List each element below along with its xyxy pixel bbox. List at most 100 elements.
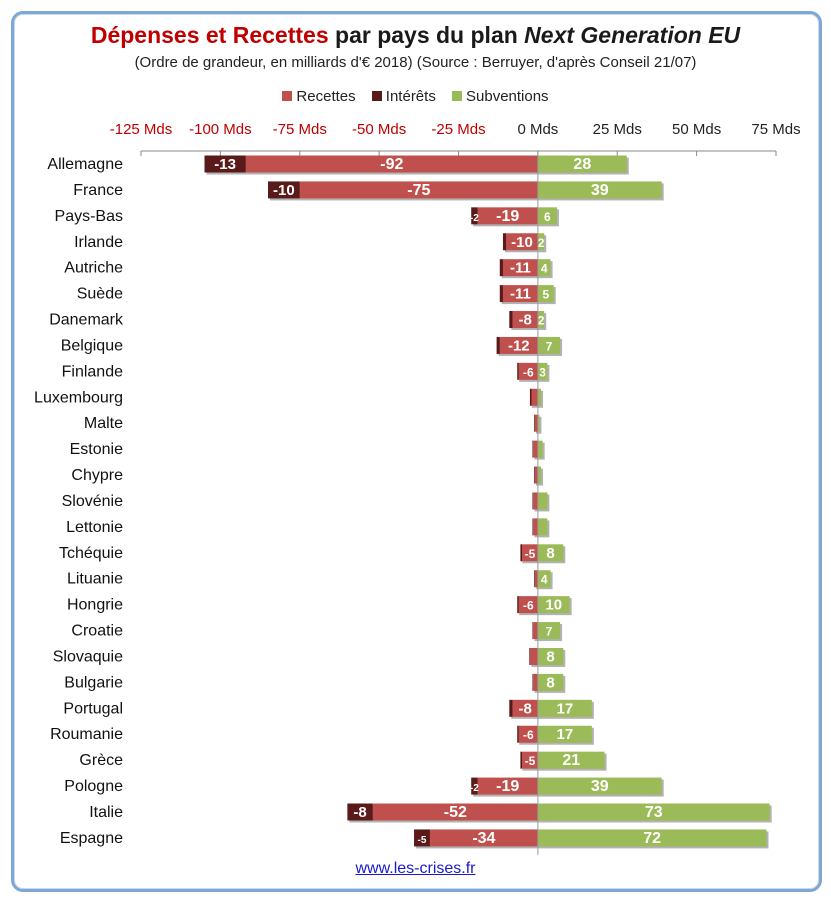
footer-link[interactable]: www.les-crises.fr: [355, 860, 476, 877]
bar-interets: [534, 570, 535, 588]
data-label-interets: -10: [273, 182, 295, 199]
bar-interets: [532, 673, 534, 691]
category-label: Slovaquie: [53, 648, 123, 665]
bar-subventions: [537, 570, 551, 588]
bar-recettes: [533, 492, 538, 510]
bar-recettes: [499, 336, 538, 354]
category-label: Hongrie: [67, 597, 123, 614]
category-label: Tchéquie: [59, 545, 123, 562]
data-label-subventions: 21: [562, 752, 580, 769]
bar-interets: [520, 544, 522, 562]
data-label-recettes: -52: [444, 804, 467, 821]
bar-interets: [534, 414, 535, 432]
bar-subventions: [537, 725, 592, 743]
bar-subventions: [537, 699, 592, 717]
data-label-subventions: 8: [546, 545, 554, 562]
data-label-recettes: -75: [407, 182, 430, 199]
category-label: Chypre: [71, 467, 123, 484]
bar-interets: [509, 699, 513, 717]
bar-subventions: [537, 803, 770, 821]
bar-recettes: [245, 155, 538, 173]
data-label-recettes: -19: [496, 778, 519, 795]
category-label: Autriche: [64, 260, 123, 277]
bar-interets: [496, 336, 500, 354]
legend-swatch-recettes: [282, 91, 293, 101]
data-label-recettes: -5: [525, 547, 536, 561]
legend-label-subventions: Subventions: [466, 88, 549, 105]
title-part-red: Dépenses et Recettes: [90, 22, 329, 48]
bar-recettes: [502, 259, 538, 277]
bar-subventions: [537, 440, 543, 458]
bar-interets: [499, 259, 503, 277]
category-label: Lituanie: [67, 571, 123, 588]
bar-recettes: [477, 777, 538, 795]
bar-interets: [347, 803, 373, 821]
bar-recettes: [518, 725, 538, 743]
bar-subventions: [537, 751, 605, 769]
chart-title: Dépenses et Recettes par pays du plan Ne…: [0, 22, 831, 49]
bar-recettes: [429, 829, 538, 847]
category-label: Malte: [84, 415, 123, 432]
bar-interets: [509, 311, 513, 329]
data-label-recettes: -12: [508, 337, 530, 354]
bar-recettes: [299, 181, 538, 199]
x-tick-label: 50 Mds: [672, 121, 721, 138]
data-label-subventions: 2: [538, 236, 545, 250]
bar-shadow: [539, 468, 544, 486]
data-label-interets: -5: [418, 835, 427, 846]
bar-recettes: [518, 362, 538, 380]
bar-interets: [534, 466, 535, 484]
legend-swatch-subventions: [452, 91, 462, 101]
bar-subventions: [537, 155, 627, 173]
bar-subventions: [537, 596, 570, 614]
category-label: Allemagne: [47, 156, 123, 173]
bar-recettes: [534, 466, 538, 484]
category-label: Espagne: [60, 830, 123, 847]
category-label: Croatie: [71, 623, 123, 640]
bar-interets: [532, 622, 534, 640]
bar-recettes: [533, 518, 538, 536]
data-label-recettes: -8: [519, 312, 532, 329]
category-label: Pologne: [64, 778, 123, 795]
bar-interets: [529, 647, 530, 665]
bar-interets: [532, 518, 534, 536]
data-label-subventions: 2: [538, 314, 545, 328]
title-part-italic: Next Generation EU: [524, 22, 741, 48]
legend-label-interets: Intérêts: [385, 88, 436, 105]
category-label: Estonie: [70, 441, 123, 458]
bar-subventions: [537, 544, 564, 562]
bar-recettes: [534, 414, 538, 432]
bar-subventions: [537, 414, 540, 432]
bar-subventions: [537, 492, 548, 510]
data-label-recettes: -19: [496, 208, 519, 225]
data-label-subventions: 17: [557, 700, 574, 717]
bar-subventions: [537, 336, 561, 354]
bar-interets: [268, 181, 300, 199]
bar-interets: [499, 285, 503, 303]
data-label-recettes: -92: [380, 156, 403, 173]
bar-recettes: [522, 544, 538, 562]
data-label-subventions: 28: [573, 156, 591, 173]
x-tick-label: -50 Mds: [352, 121, 406, 138]
bar-recettes: [477, 207, 538, 225]
category-label: Bulgarie: [64, 674, 123, 691]
bar-subventions: [537, 518, 548, 536]
legend-item-recettes: Recettes: [282, 88, 356, 105]
x-tick-label: -75 Mds: [273, 121, 327, 138]
data-label-recettes: -11: [510, 260, 531, 277]
data-label-interets: -2: [470, 213, 479, 224]
data-label-subventions: 8: [546, 674, 554, 691]
bar-recettes: [533, 440, 538, 458]
bar-subventions: [537, 207, 557, 225]
x-tick-label: 25 Mds: [593, 121, 642, 138]
category-label: Lettonie: [66, 519, 123, 536]
bar-interets: [517, 596, 519, 614]
category-label: Portugal: [63, 700, 123, 717]
data-label-subventions: 6: [544, 210, 551, 224]
bar-interets: [529, 388, 532, 406]
data-label-interets: -13: [214, 156, 236, 173]
data-label-subventions: 3: [539, 365, 546, 379]
x-tick-label: 0 Mds: [517, 121, 558, 138]
data-label-subventions: 10: [545, 597, 562, 614]
bar-recettes: [518, 596, 538, 614]
